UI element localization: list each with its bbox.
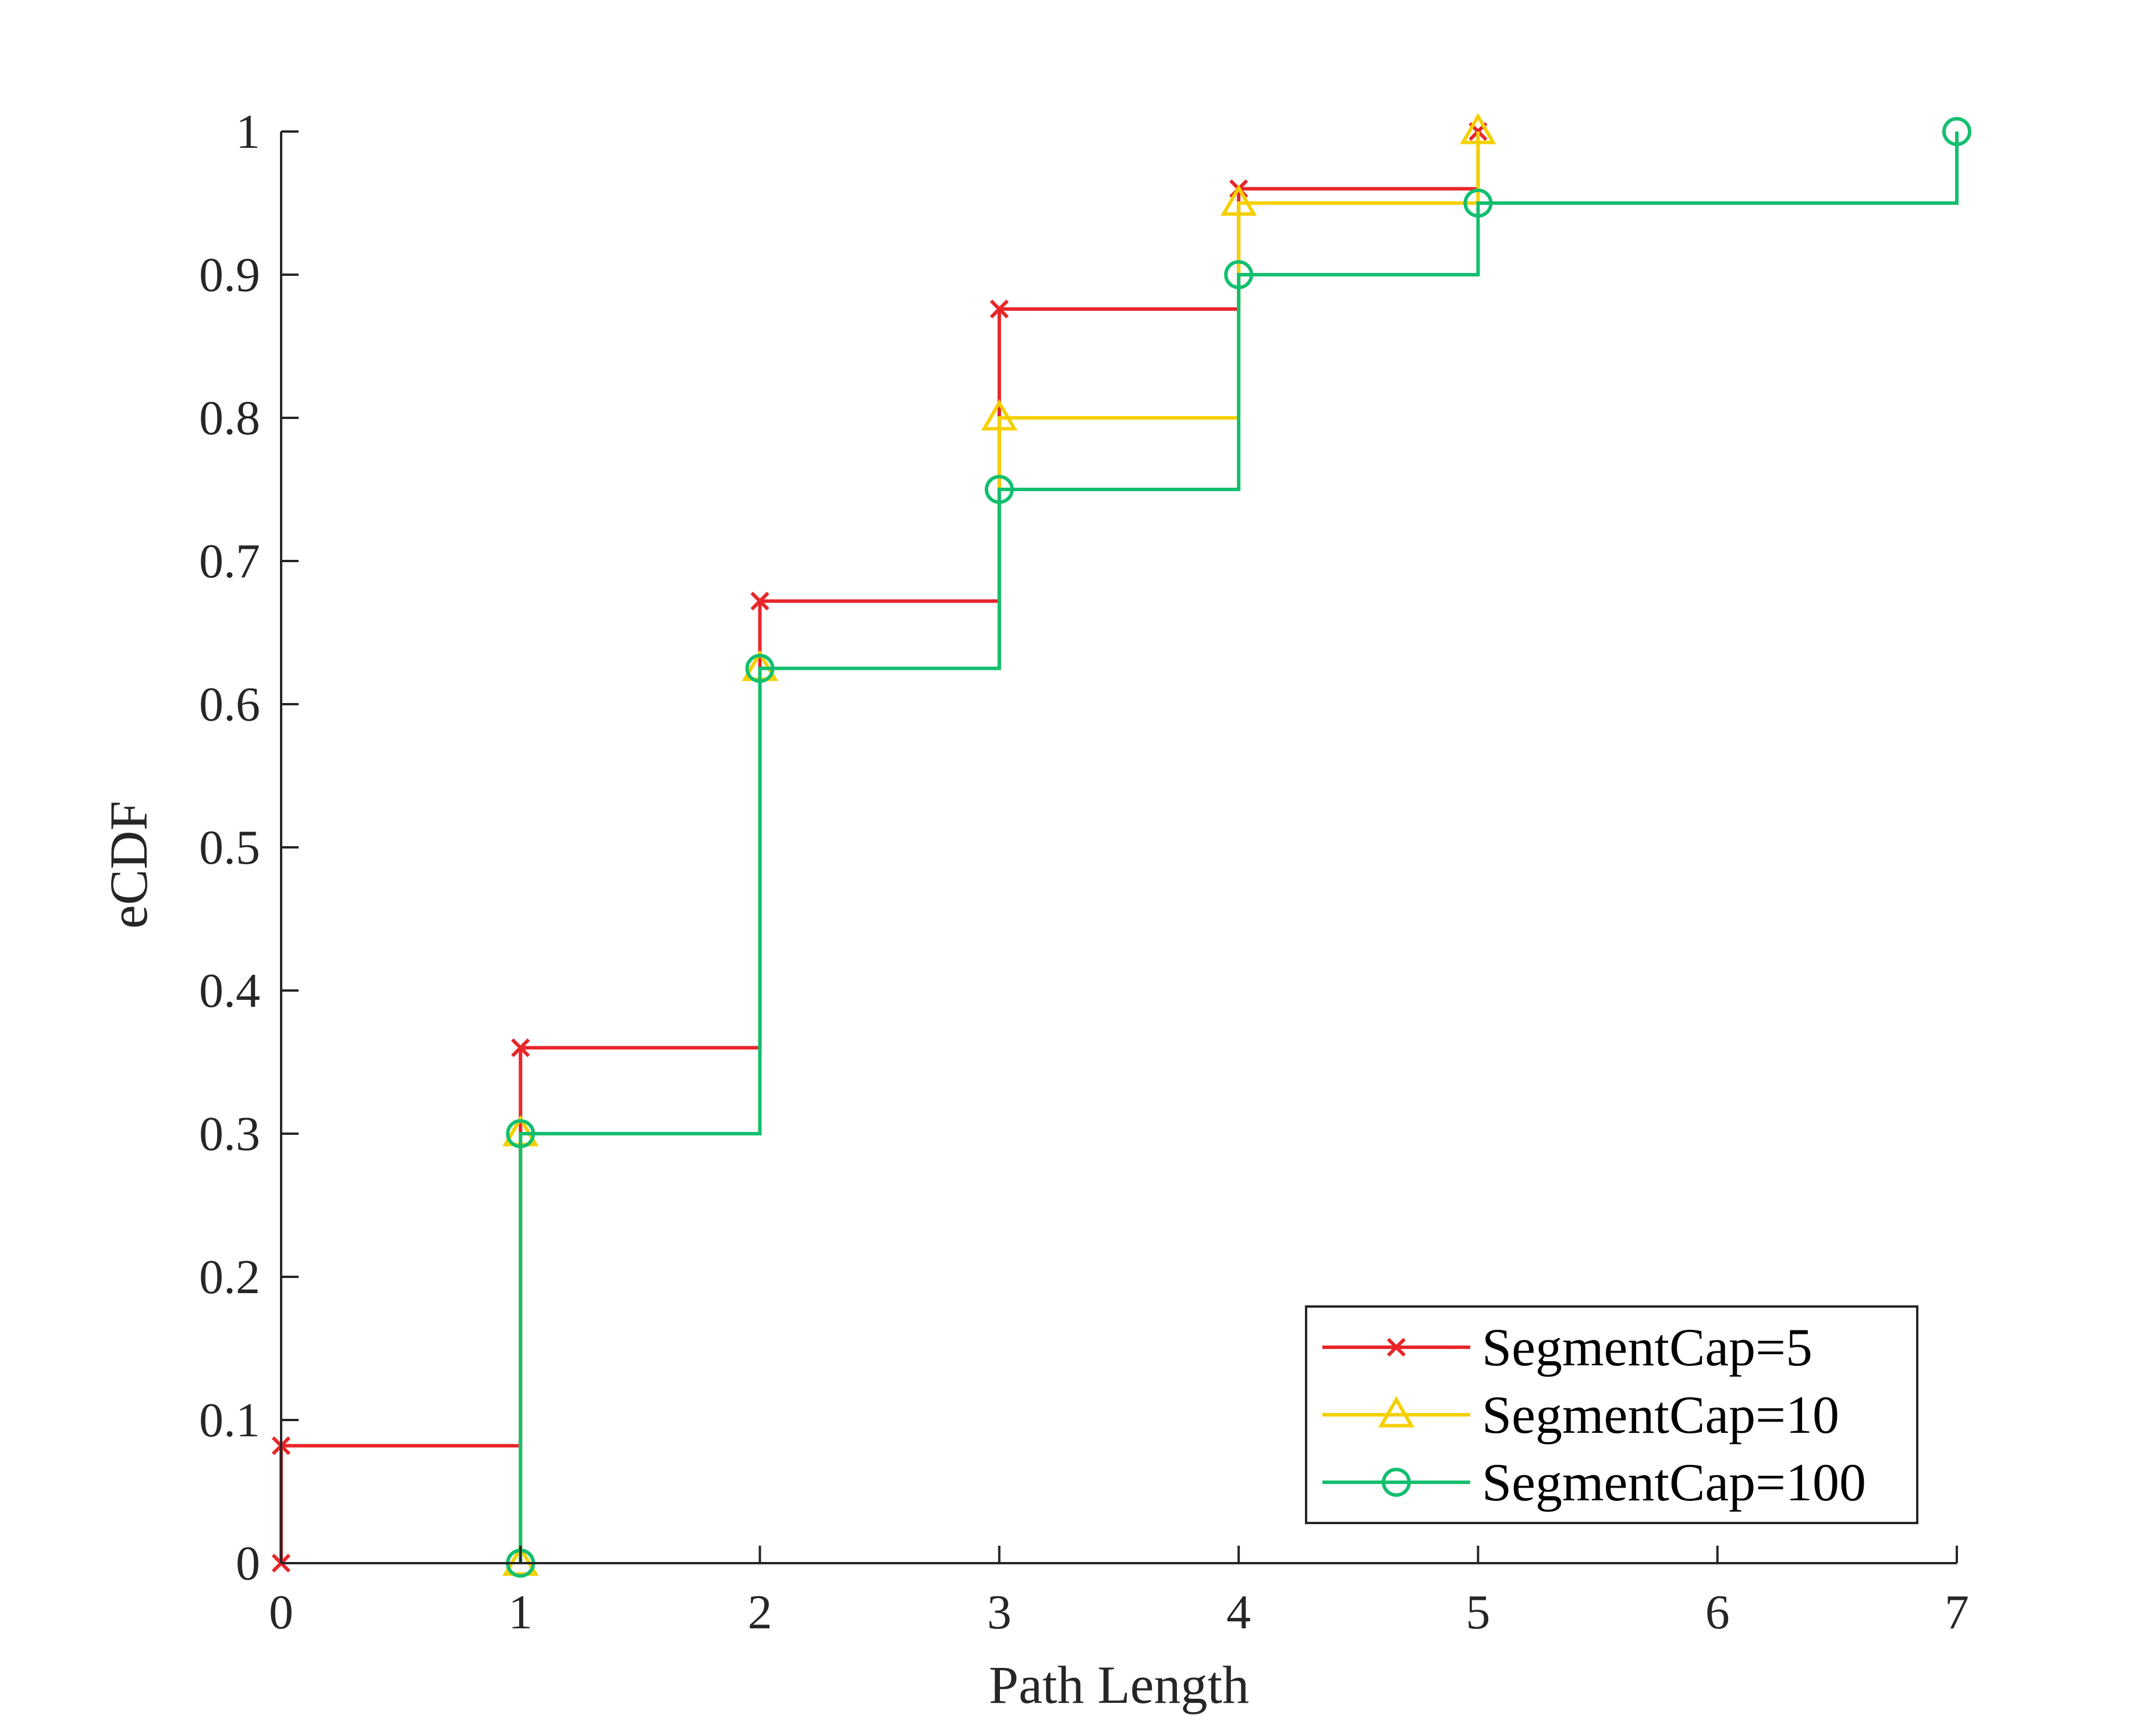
y-tick-label: 1 [236, 105, 260, 159]
x-tick-label: 1 [508, 1585, 533, 1639]
legend-item: SegmentCap=10 [1322, 1385, 1839, 1444]
y-tick-label: 0.4 [199, 964, 260, 1018]
legend-item: SegmentCap=100 [1322, 1453, 1866, 1512]
legend-swatch-marker [1378, 1396, 1415, 1428]
y-tick-label: 0.7 [199, 534, 260, 588]
x-tick-label: 6 [1705, 1585, 1730, 1639]
x-tick-label: 0 [269, 1585, 293, 1639]
data-point [502, 1545, 539, 1576]
legend-label: SegmentCap=5 [1482, 1318, 1812, 1377]
x-tick-label: 2 [748, 1585, 772, 1639]
y-tick-label: 0.6 [199, 677, 260, 732]
y-tick-label: 0.5 [199, 821, 260, 875]
legend: SegmentCap=5 SegmentCap=10 SegmentCap=100 [1305, 1305, 1918, 1524]
data-point [1463, 189, 1493, 218]
y-tick-label: 0.1 [199, 1393, 260, 1447]
data-point [1942, 117, 1971, 146]
x-tick-label: 5 [1466, 1585, 1490, 1639]
data-point [511, 1038, 530, 1057]
legend-swatch-marker [1382, 1468, 1411, 1497]
x-tick-label: 7 [1945, 1585, 1969, 1639]
y-tick-label: 0.8 [199, 391, 260, 445]
series-line [519, 132, 1959, 1563]
data-point [1460, 113, 1496, 144]
y-tick-label: 0.3 [199, 1107, 260, 1161]
x-tick-label: 3 [987, 1585, 1012, 1639]
series-line [279, 132, 1480, 1563]
data-point [984, 475, 1014, 504]
legend-label: SegmentCap=100 [1482, 1453, 1866, 1512]
data-point [1220, 184, 1257, 216]
y-ticks: 0 0.1 0.2 0.3 0.4 0.5 0.6 0.7 0.8 0.9 1 [199, 105, 299, 1591]
data-point [981, 399, 1018, 431]
y-tick-label: 0.9 [199, 248, 260, 302]
legend-swatch-marker [1386, 1337, 1406, 1357]
series-layer [271, 113, 1971, 1578]
y-tick-label: 0 [236, 1536, 260, 1591]
y-axis-label: eCDF [99, 801, 158, 929]
x-tick-label: 4 [1226, 1585, 1251, 1639]
legend-item: SegmentCap=5 [1322, 1318, 1812, 1377]
x-ticks: 0 1 2 3 4 5 6 7 [269, 1546, 1969, 1639]
data-point [1224, 260, 1254, 289]
legend-label: SegmentCap=10 [1482, 1385, 1839, 1444]
data-point [989, 299, 1009, 319]
x-axis-label: Path Length [989, 1655, 1249, 1714]
data-point [506, 1119, 535, 1148]
data-point [750, 591, 769, 611]
data-point [745, 654, 775, 683]
y-tick-label: 0.2 [199, 1250, 260, 1304]
